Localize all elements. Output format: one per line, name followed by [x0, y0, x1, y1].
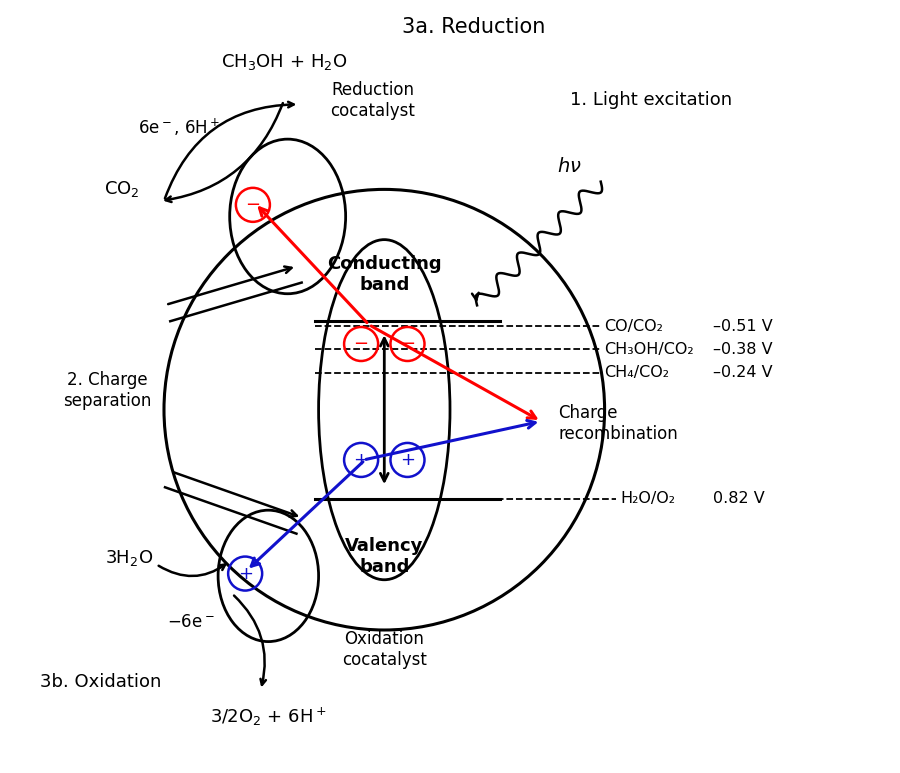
Text: +: + [400, 451, 415, 469]
Text: 3a. Reduction: 3a. Reduction [401, 17, 544, 37]
Text: 1. Light excitation: 1. Light excitation [570, 91, 732, 110]
Text: 0.82 V: 0.82 V [713, 491, 765, 506]
Text: $-$6e$^-$: $-$6e$^-$ [167, 613, 215, 632]
Text: CO$_2$: CO$_2$ [104, 179, 140, 199]
Text: +: + [238, 564, 253, 583]
Text: 6e$^-$, 6H$^+$: 6e$^-$, 6H$^+$ [139, 117, 220, 138]
Text: 3H$_2$O: 3H$_2$O [105, 548, 153, 568]
Text: Reduction
cocatalyst: Reduction cocatalyst [330, 81, 415, 120]
Text: –0.51 V: –0.51 V [713, 318, 772, 334]
Text: Conducting
band: Conducting band [327, 255, 442, 294]
Text: Oxidation
cocatalyst: Oxidation cocatalyst [342, 630, 427, 669]
Text: –0.24 V: –0.24 V [713, 365, 772, 380]
Text: CH₃OH/CO₂: CH₃OH/CO₂ [605, 342, 694, 357]
Text: Valency
band: Valency band [345, 537, 424, 576]
Text: −: − [246, 196, 260, 214]
Text: Charge
recombination: Charge recombination [558, 404, 678, 443]
Text: −: − [354, 335, 369, 353]
Text: 3b. Oxidation: 3b. Oxidation [40, 673, 161, 691]
Text: –0.38 V: –0.38 V [713, 342, 772, 357]
Text: H₂O/O₂: H₂O/O₂ [620, 491, 675, 506]
Text: CH₄/CO₂: CH₄/CO₂ [605, 365, 670, 380]
Text: CO/CO₂: CO/CO₂ [605, 318, 663, 334]
Text: 3/2O$_2$ + 6H$^+$: 3/2O$_2$ + 6H$^+$ [210, 707, 327, 728]
Text: CH$_3$OH + H$_2$O: CH$_3$OH + H$_2$O [220, 52, 347, 72]
Text: −: − [400, 335, 415, 353]
Text: +: + [354, 451, 369, 469]
Text: $h\nu$: $h\nu$ [557, 157, 582, 175]
Text: 2. Charge
separation: 2. Charge separation [63, 371, 152, 410]
